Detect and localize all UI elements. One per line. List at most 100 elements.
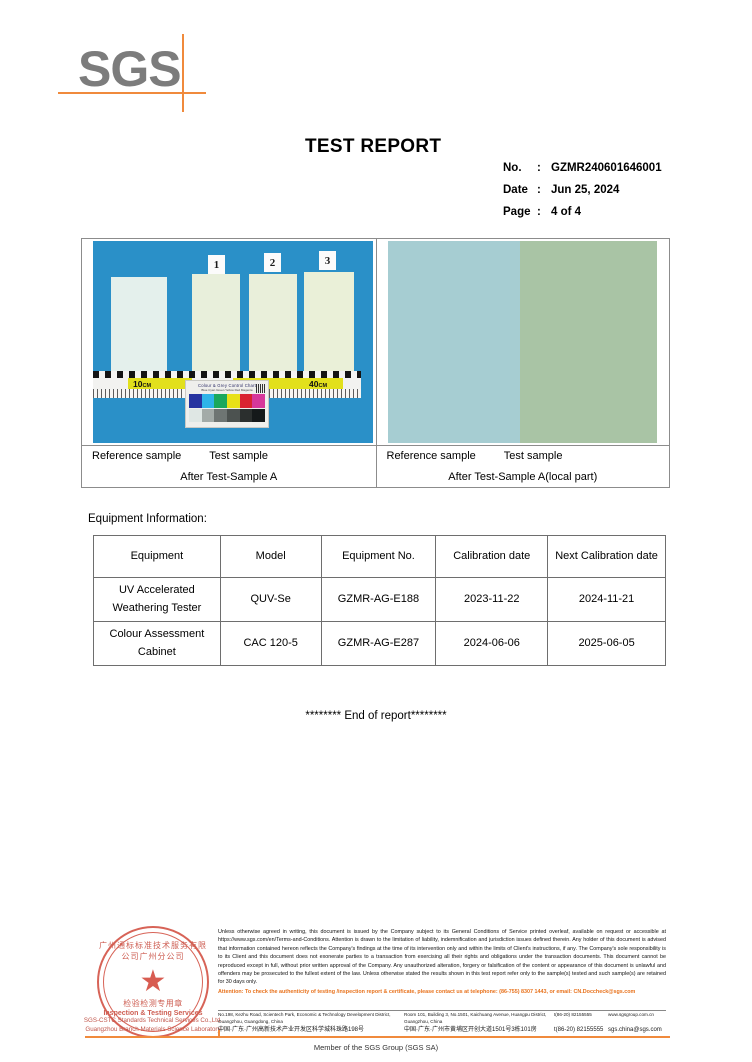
seal-footer-text: SGS-CSTC Standards Technical Services Co… [83,1017,223,1034]
meta-row-no: No. : GZMR240601646001 [503,162,662,184]
grey-swatch-3 [214,409,228,422]
caption-row-left-bottom: After Test-Sample A [82,466,376,487]
caption-right-title: After Test-Sample A(local part) [448,470,598,483]
footer-orange-tick [218,1030,220,1038]
sgs-logo: SGS [58,34,288,120]
address-tel-2: t(86-20) 82155555 [554,1026,604,1033]
cell-model: CAC 120-5 [219,621,322,666]
logo-horizontal-rule [58,92,206,94]
equipment-section-label: Equipment Information: [88,513,207,525]
caption-right-reference: Reference sample [386,450,476,463]
cell-next-calibration-date: 2025-06-05 [547,621,666,666]
footer-orange-rule [85,1036,670,1038]
ruler-yellow-band-2 [233,378,343,389]
company-seal-stamp: 广州通标标准技术服务有限公司广州分公司 ★ 检验检测专用章 Inspection… [97,926,209,1038]
page-title: TEST REPORT [305,136,442,157]
end-of-report-line: ******** End of report******** [305,710,447,722]
meta-label-date: Date [503,184,528,196]
column-header-equipment-no: Equipment No. [320,535,437,578]
equipment-table: Equipment Model Equipment No. Calibratio… [93,535,666,666]
legal-body: Unless otherwise agreed in writing, this… [218,929,666,986]
photo-cell-left: 1 2 3 10CM 40CM Colour & Grey Control Ch… [82,239,377,487]
column-header-next-calibration-date: Next Calibration date [547,535,666,578]
grey-swatch-2 [201,409,215,422]
meta-colon-date: : [537,184,541,196]
grey-swatch-6 [252,409,266,422]
meta-label-no: No. [503,162,522,174]
address-block: No.198, Kezhu Road, Scientech Park, Econ… [218,1010,666,1035]
photo-comparison-table: 1 2 3 10CM 40CM Colour & Grey Control Ch… [81,238,670,488]
address-line-english: No.198, Kezhu Road, Scientech Park, Econ… [218,1012,666,1026]
meta-value-no: GZMR240601646001 [551,162,662,174]
qr-code-icon [256,384,265,393]
address-web-2: sgs.china@sgs.com [608,1026,662,1033]
grey-swatch-5 [239,409,253,422]
seal-arc-text: 广州通标标准技术服务有限公司广州分公司 [99,941,207,961]
sample-number-tag-1: 1 [208,255,225,274]
cell-equipment: UV Accelerated Weathering Tester [93,577,221,622]
ruler-checker-strip [93,371,361,378]
address-cn-2: 中国·广东·广州市黄埔区开创大道1501号3栋101房 [404,1026,537,1033]
member-line: Member of the SGS Group (SGS SA) [313,1043,439,1052]
caption-right-test: Test sample [503,450,563,463]
legal-terms-text: Unless otherwise agreed in writing, this… [218,928,666,996]
table-row: UV Accelerated Weathering Tester QUV-Se … [93,577,666,622]
local-part-reference-area [387,241,520,444]
table-header-row: Equipment Model Equipment No. Calibratio… [93,535,666,578]
cell-equipment-no: GZMR-AG-E287 [320,621,437,666]
control-chart-grey-swatches [189,409,266,422]
attention-notice[interactable]: Attention: To check the authenticity of … [218,988,636,995]
table-row: Colour Assessment Cabinet CAC 120-5 GZMR… [93,621,666,666]
swatch-magenta [252,394,266,408]
report-meta: No. : GZMR240601646001 Date : Jun 25, 20… [503,162,662,228]
grey-swatch-1 [189,409,202,422]
control-chart-subtitle: Blue Cyan Green Yellow Red Magenta [201,388,253,392]
caption-left-title: After Test-Sample A [180,470,278,483]
address-tel-1: t(86-20) 82155555 [554,1012,592,1017]
sample-number-tag-3: 3 [319,251,336,270]
address-line-chinese: 中国·广东·广州高新技术产业开发区科学城科珠路198号 中国·广东·广州市黄埔区… [218,1026,666,1035]
swatch-yellow [227,394,240,408]
cell-equipment-no: GZMR-AG-E188 [320,577,437,622]
sample-number-tag-2: 2 [264,253,281,272]
caption-row-right-bottom: After Test-Sample A(local part) [377,466,670,487]
seal-chinese-text: 检验检测专用章 [123,999,183,1008]
meta-value-page: 4 of 4 [551,206,582,218]
photo-local-part [376,239,669,446]
control-chart-title: Colour & Grey Control Chart [198,383,256,388]
ruler-yellow-band-1 [128,378,192,389]
column-header-model: Model [219,535,322,578]
ruler-label-10cm: 10CM [133,379,152,389]
cell-model: QUV-Se [219,577,322,622]
swatch-green [214,394,228,408]
address-en-1: No.198, Kezhu Road, Scientech Park, Econ… [218,1012,391,1024]
star-icon: ★ [139,965,167,998]
photo-cell-right: Reference sample Test sample After Test-… [376,239,670,487]
logo-text: SGS [78,41,182,97]
caption-left-reference: Reference sample [92,450,182,463]
local-part-test-area [519,241,657,444]
caption-row-right-samples: Reference sample Test sample [376,445,669,466]
meta-colon-page: : [537,206,541,218]
cell-equipment: Colour Assessment Cabinet [93,621,221,666]
caption-left-test: Test sample [209,450,268,463]
cell-next-calibration-date: 2024-11-21 [547,577,666,622]
seal-english-text: Inspection & Testing Services [103,1010,203,1017]
swatch-cyan [201,394,215,408]
meta-label-page: Page [503,206,531,218]
grey-swatch-4 [227,409,240,422]
address-web-1: www.sgsgroup.com.cn [608,1012,654,1017]
caption-row-left-samples: Reference sample Test sample [82,445,376,466]
sample-panel-2 [249,274,297,372]
swatch-red [239,394,253,408]
seal-inner-ring [103,932,203,1032]
sample-panel-3 [304,272,354,372]
ruler-label-40cm: 40CM [309,379,328,389]
cell-calibration-date: 2023-11-22 [435,577,549,622]
colour-grey-control-chart: Colour & Grey Control Chart Blue Cyan Gr… [185,380,269,428]
page-footer: 广州通标标准技术服务有限公司广州分公司 ★ 检验检测专用章 Inspection… [0,918,752,1062]
meta-row-date: Date : Jun 25, 2024 [503,184,662,206]
address-en-2: Room 101, Building 3, No.1501, Kaichuang… [404,1012,547,1024]
column-header-equipment: Equipment [93,535,221,578]
